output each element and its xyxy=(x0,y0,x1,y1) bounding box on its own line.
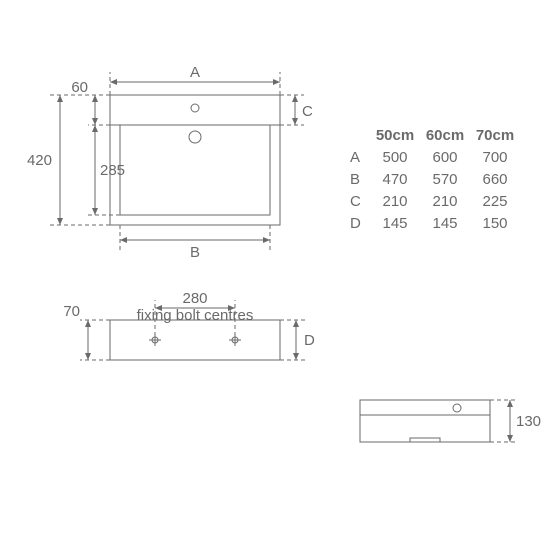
dim-130: 130 xyxy=(490,400,541,442)
bottom-left-view: 280 fixing bolt centres 70 D xyxy=(63,290,315,360)
table-row-c-1: 210 xyxy=(382,193,407,210)
table-header-2: 60cm xyxy=(426,127,464,144)
table-row-b-1: 470 xyxy=(382,171,407,188)
dim-a-label: A xyxy=(190,64,200,81)
table-row-d-2: 145 xyxy=(432,215,457,232)
dim-420: 420 xyxy=(27,95,110,225)
technical-drawing: A B C 420 xyxy=(0,0,550,550)
dim-d: D xyxy=(280,320,315,360)
table-header-1: 50cm xyxy=(376,127,414,144)
dim-70-label: 70 xyxy=(63,303,80,320)
table-row-c-key: C xyxy=(350,193,361,210)
fixing-caption: fixing bolt centres xyxy=(137,307,254,324)
table-row-b-3: 660 xyxy=(482,171,507,188)
table-row-d-3: 150 xyxy=(482,215,507,232)
dim-280-label: 280 xyxy=(182,290,207,307)
dimension-table: 50cm 60cm 70cm A 500 600 700 B 470 570 6… xyxy=(350,127,514,232)
dim-a: A xyxy=(110,64,280,95)
table-row-a-1: 500 xyxy=(382,149,407,166)
dim-70: 70 xyxy=(63,303,110,360)
table-header-3: 70cm xyxy=(476,127,514,144)
top-view: A B C 420 xyxy=(27,64,313,261)
table-row-a-3: 700 xyxy=(482,149,507,166)
dim-285-label: 285 xyxy=(100,162,125,179)
dim-420-label: 420 xyxy=(27,152,52,169)
table-row-b-2: 570 xyxy=(432,171,457,188)
dim-60-label: 60 xyxy=(71,79,88,96)
dim-130-label: 130 xyxy=(516,413,541,430)
table-row-c-3: 225 xyxy=(482,193,507,210)
dim-60: 60 xyxy=(71,79,110,125)
table-row-b-key: B xyxy=(350,171,360,188)
table-row-d-key: D xyxy=(350,215,361,232)
table-row-a-2: 600 xyxy=(432,149,457,166)
table-row-a-key: A xyxy=(350,149,360,166)
table-row-d-1: 145 xyxy=(382,215,407,232)
dim-b: B xyxy=(120,225,270,261)
dim-d-label: D xyxy=(304,332,315,349)
dim-b-label: B xyxy=(190,244,200,261)
dim-c: C xyxy=(280,95,313,125)
dim-c-label: C xyxy=(302,103,313,120)
bottom-right-view: 130 xyxy=(360,400,541,442)
table-row-c-2: 210 xyxy=(432,193,457,210)
